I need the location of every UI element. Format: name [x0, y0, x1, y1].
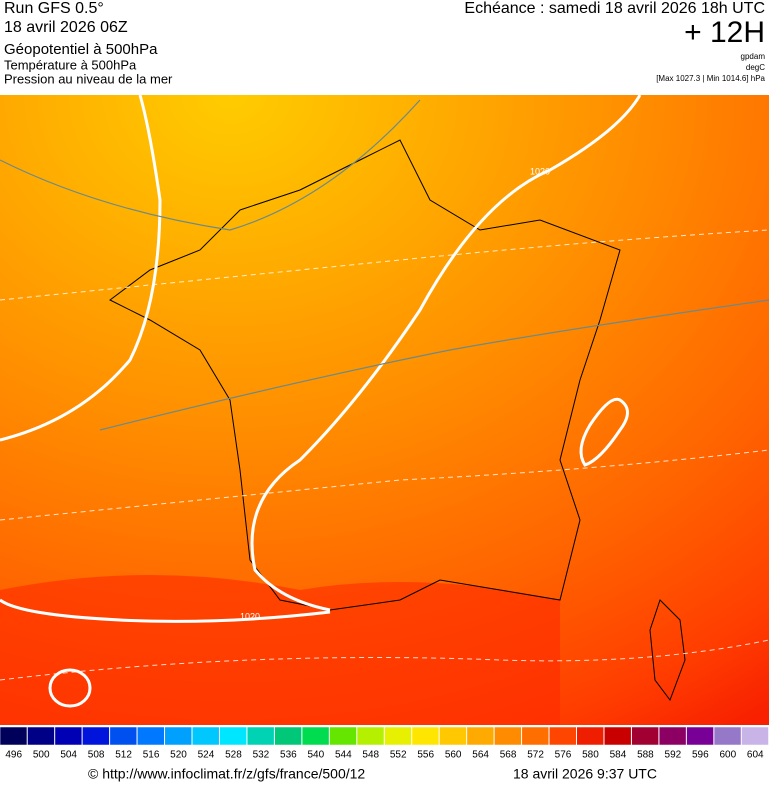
forecast-time: Echéance : samedi 18 avril 2026 18h UTC — [464, 0, 765, 17]
header-line: Run GFS 0.5° — [4, 0, 104, 17]
colorbar-swatch — [658, 726, 687, 746]
colorbar-label: 600 — [719, 750, 736, 761]
colorbar-swatch — [0, 726, 28, 746]
colorbar-label: 588 — [637, 750, 654, 761]
colorbar-swatch — [439, 726, 467, 746]
france-outline — [109, 139, 621, 611]
colorbar-label: 508 — [88, 750, 105, 761]
colorbar-swatch — [356, 726, 385, 746]
temperature-line — [99, 299, 769, 431]
colorbar-label: 576 — [555, 750, 572, 761]
colorbar-label: 500 — [33, 750, 50, 761]
colorbar-swatch — [741, 726, 769, 746]
isobar — [0, 94, 162, 442]
colorbar-swatch — [466, 726, 495, 746]
colorbar-label: 540 — [307, 750, 324, 761]
colorbar-label: 512 — [115, 750, 132, 761]
pressure-range: [Max 1027.3 | Min 1014.6] hPa — [656, 74, 765, 83]
geopotential-line — [0, 229, 769, 301]
colorbar-swatch — [384, 726, 412, 746]
colorbar-swatch — [549, 726, 577, 746]
footer-date: 18 avril 2026 9:37 UTC — [513, 766, 657, 782]
colorbar-swatch — [82, 726, 110, 746]
colorbar-swatch — [411, 726, 440, 746]
isobar — [250, 94, 642, 612]
header-line: Géopotentiel à 500hPa — [4, 41, 158, 58]
footer-url: © http://www.infoclimat.fr/z/gfs/france/… — [88, 766, 365, 782]
colorbar-label: 524 — [198, 750, 215, 761]
colorbar-label: 536 — [280, 750, 297, 761]
colorbar-swatch — [192, 726, 220, 746]
lead-time: + 12H — [684, 16, 765, 49]
colorbar-swatch — [274, 726, 302, 746]
colorbar-swatch — [631, 726, 659, 746]
colorbar-label: 548 — [362, 750, 379, 761]
colorbar-swatch — [246, 726, 275, 746]
colorbar-label: 592 — [665, 750, 682, 761]
colorbar-label: 580 — [582, 750, 599, 761]
colorbar-label: 544 — [335, 750, 352, 761]
unit: degC — [746, 63, 765, 72]
header-line: 18 avril 2026 06Z — [4, 19, 128, 36]
colorbar-swatch — [301, 726, 330, 746]
colorbar-label: 520 — [170, 750, 187, 761]
colorbar-label: 552 — [390, 750, 407, 761]
colorbar-swatch — [137, 726, 165, 746]
header-line: Température à 500hPa — [4, 57, 137, 72]
colorbar-swatch — [576, 726, 604, 746]
geopotential-line — [0, 639, 769, 681]
colorbar-swatch — [54, 726, 83, 746]
isobar — [579, 397, 629, 467]
colorbar-swatch — [603, 726, 632, 746]
isobar — [0, 598, 331, 623]
map: 1020 1020 — [0, 94, 769, 725]
header-line: Pression au niveau de la mer — [4, 71, 173, 86]
colorbar-swatch — [109, 726, 138, 746]
unit: gpdam — [741, 52, 766, 61]
colorbar-swatch — [686, 726, 714, 746]
colorbar: 496 500 504 508 512 516 520 524 528 532 536 540 544 5… — [0, 726, 769, 761]
colorbar-swatch — [713, 726, 742, 746]
colorbar-label: 496 — [5, 750, 22, 761]
colorbar-label: 504 — [60, 750, 77, 761]
colorbar-label: 532 — [253, 750, 270, 761]
isobar-label: 1020 — [240, 611, 260, 621]
colorbar-label: 560 — [445, 750, 462, 761]
colorbar-swatch — [521, 726, 550, 746]
colorbar-label: 528 — [225, 750, 242, 761]
colorbar-swatch — [494, 726, 522, 746]
corsica-outline — [649, 599, 686, 702]
colorbar-swatch — [219, 726, 247, 746]
colorbar-swatch — [329, 726, 357, 746]
isobar-label: 1020 — [530, 166, 550, 176]
colorbar-label: 556 — [417, 750, 434, 761]
colorbar-swatch — [164, 726, 193, 746]
colorbar-label: 604 — [747, 750, 764, 761]
colorbar-label: 584 — [610, 750, 627, 761]
colorbar-swatch — [27, 726, 55, 746]
colorbar-label: 596 — [692, 750, 709, 761]
colorbar-label: 572 — [527, 750, 544, 761]
temperature-line — [0, 99, 421, 231]
colorbar-label: 568 — [500, 750, 517, 761]
warm-zone — [0, 575, 560, 725]
colorbar-label: 516 — [143, 750, 160, 761]
colorbar-label: 564 — [472, 750, 489, 761]
isobar — [48, 668, 92, 708]
geopotential-line — [0, 449, 769, 521]
